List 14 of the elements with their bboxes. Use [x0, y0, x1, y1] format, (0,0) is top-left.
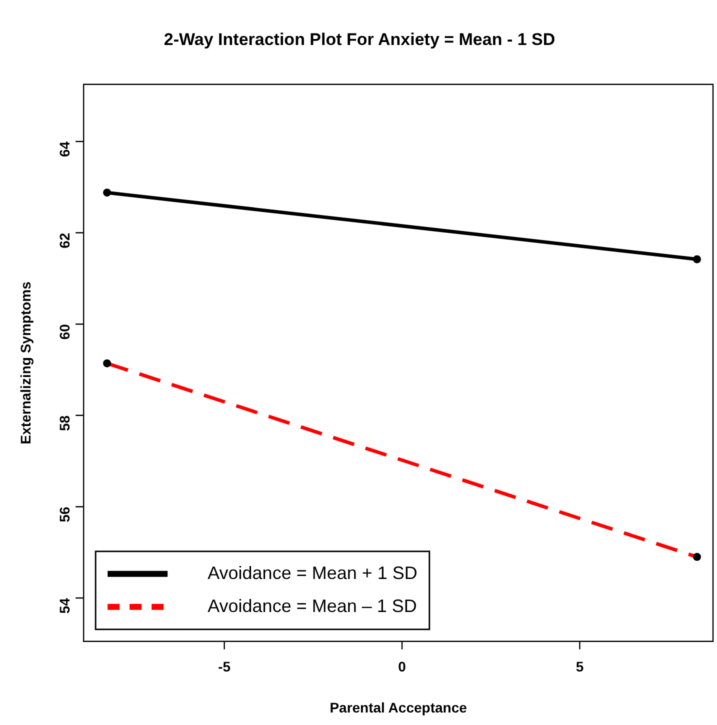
- x-axis-title: Parental Acceptance: [330, 699, 468, 716]
- x-tick-label: 0: [398, 658, 406, 675]
- y-tick-label: 58: [56, 415, 72, 431]
- y-tick-label: 62: [56, 232, 72, 248]
- y-tick-label: 64: [56, 141, 72, 158]
- legend-label: Avoidance = Mean – 1 SD: [208, 596, 417, 616]
- y-tick-label: 54: [56, 598, 72, 614]
- x-tick-label: 5: [576, 658, 584, 675]
- y-tick-label: 56: [56, 506, 72, 522]
- x-tick-label: -5: [218, 658, 231, 675]
- chart-title: 2-Way Interaction Plot For Anxiety = Mean - 1 SD: [164, 30, 556, 49]
- y-axis-title: Externalizing Symptoms: [17, 281, 34, 444]
- legend-label: Avoidance = Mean + 1 SD: [208, 562, 418, 583]
- y-tick-label: 60: [56, 324, 72, 340]
